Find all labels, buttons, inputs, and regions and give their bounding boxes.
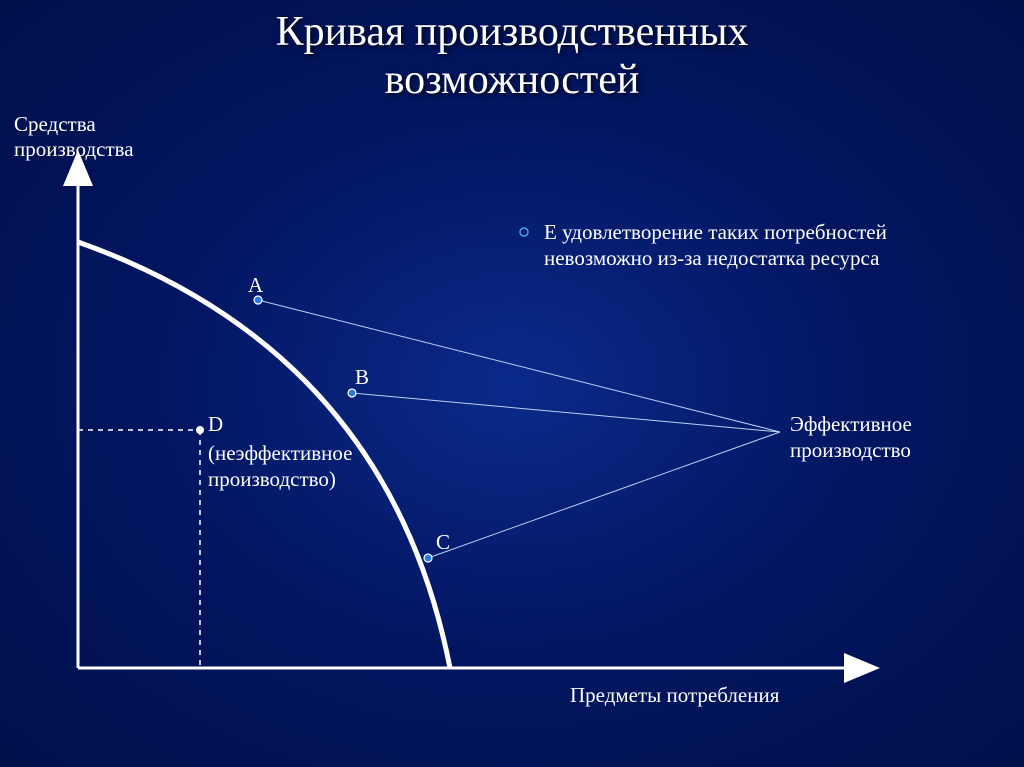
line-c-eff [428,432,780,558]
point-c-label: C [436,530,450,555]
annotation-effective: Эффективное производство [790,411,990,464]
annotation-d-label: D [208,411,223,437]
point-a-label: A [248,273,263,298]
point-c-marker [424,554,432,562]
line-b-eff [352,393,780,432]
point-b-marker [348,389,356,397]
annotation-d-text: (неэффективное производство) [208,440,408,493]
point-b-label: B [355,365,369,390]
point-e-marker [520,228,528,236]
point-d-marker [196,426,204,434]
y-axis-label: Средствапроизводства [14,112,134,162]
annotation-e: Е удовлетворение таких потребностей нево… [544,219,964,272]
ppc-chart: Средствапроизводства Предметы потреблени… [0,0,1024,767]
chart-svg [0,0,1024,767]
x-axis-label: Предметы потребления [570,683,779,708]
